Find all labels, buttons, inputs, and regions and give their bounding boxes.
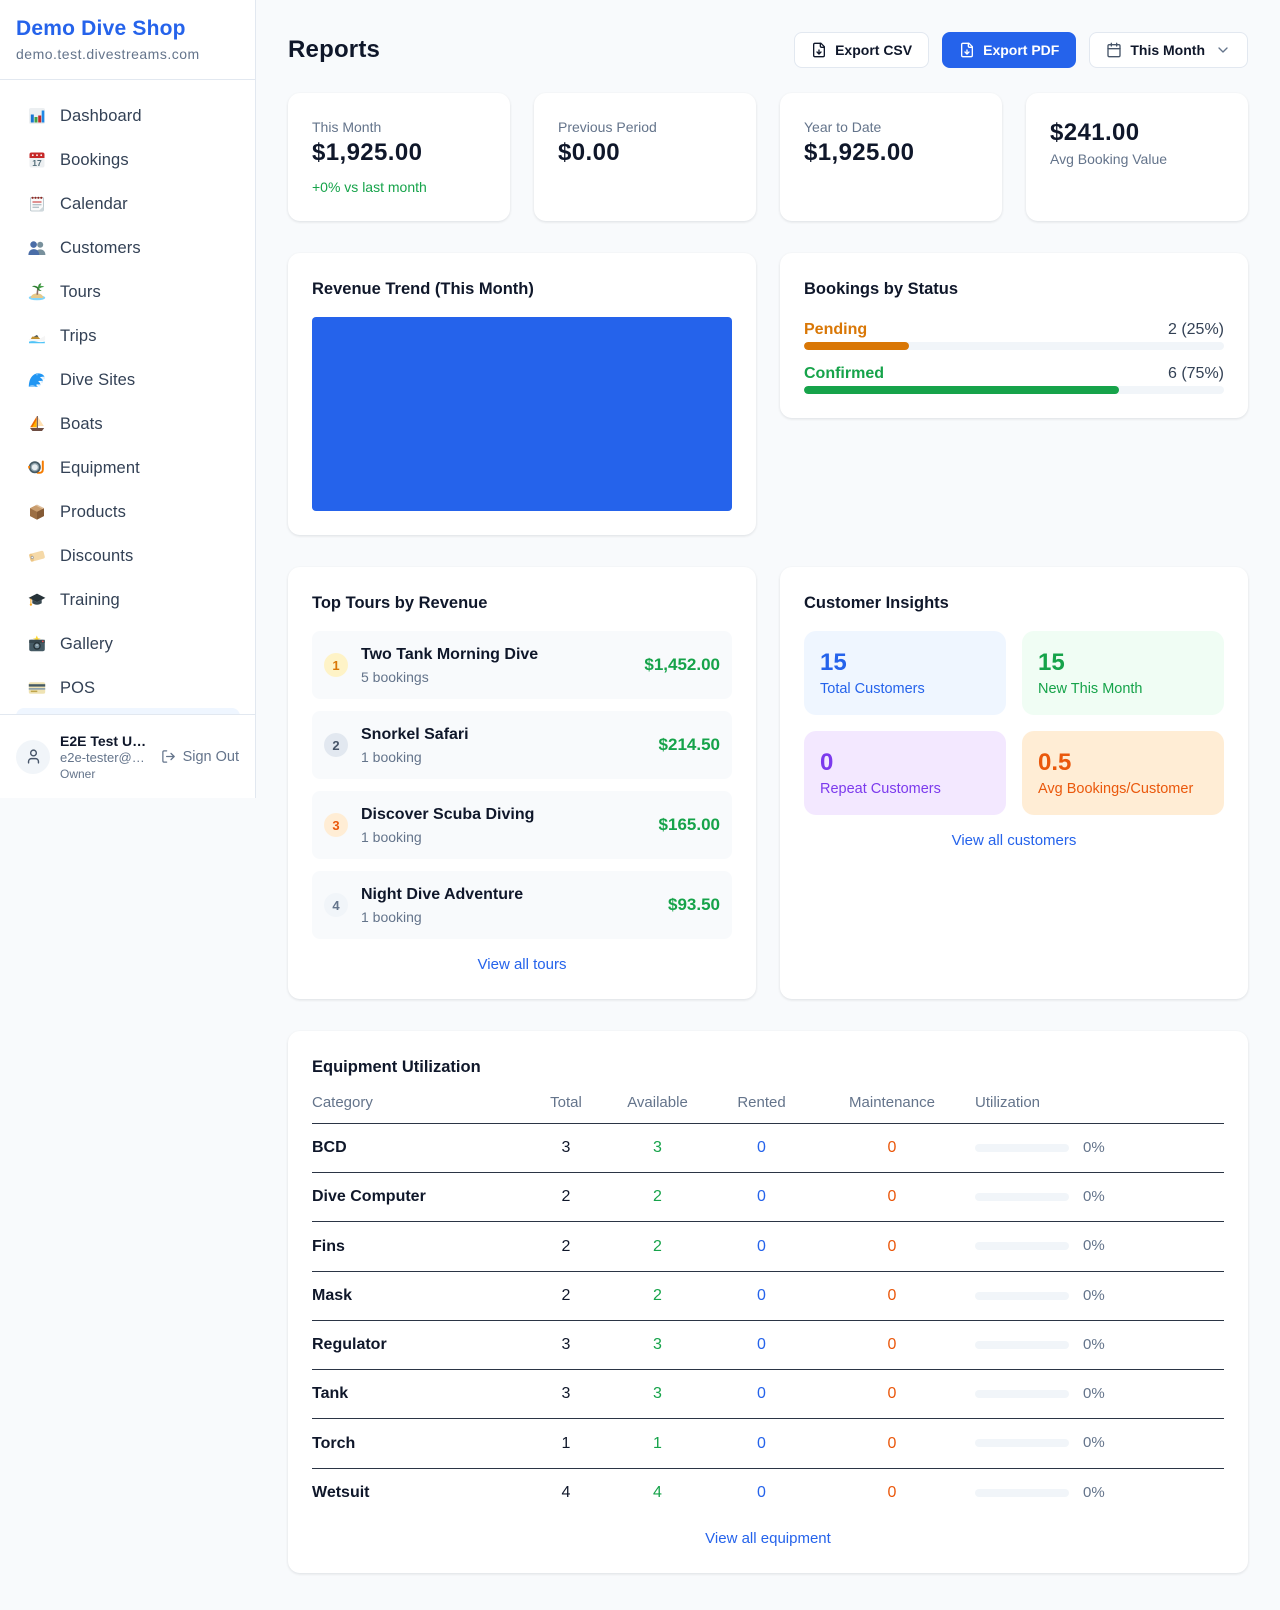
svg-text:17: 17 — [32, 158, 42, 168]
